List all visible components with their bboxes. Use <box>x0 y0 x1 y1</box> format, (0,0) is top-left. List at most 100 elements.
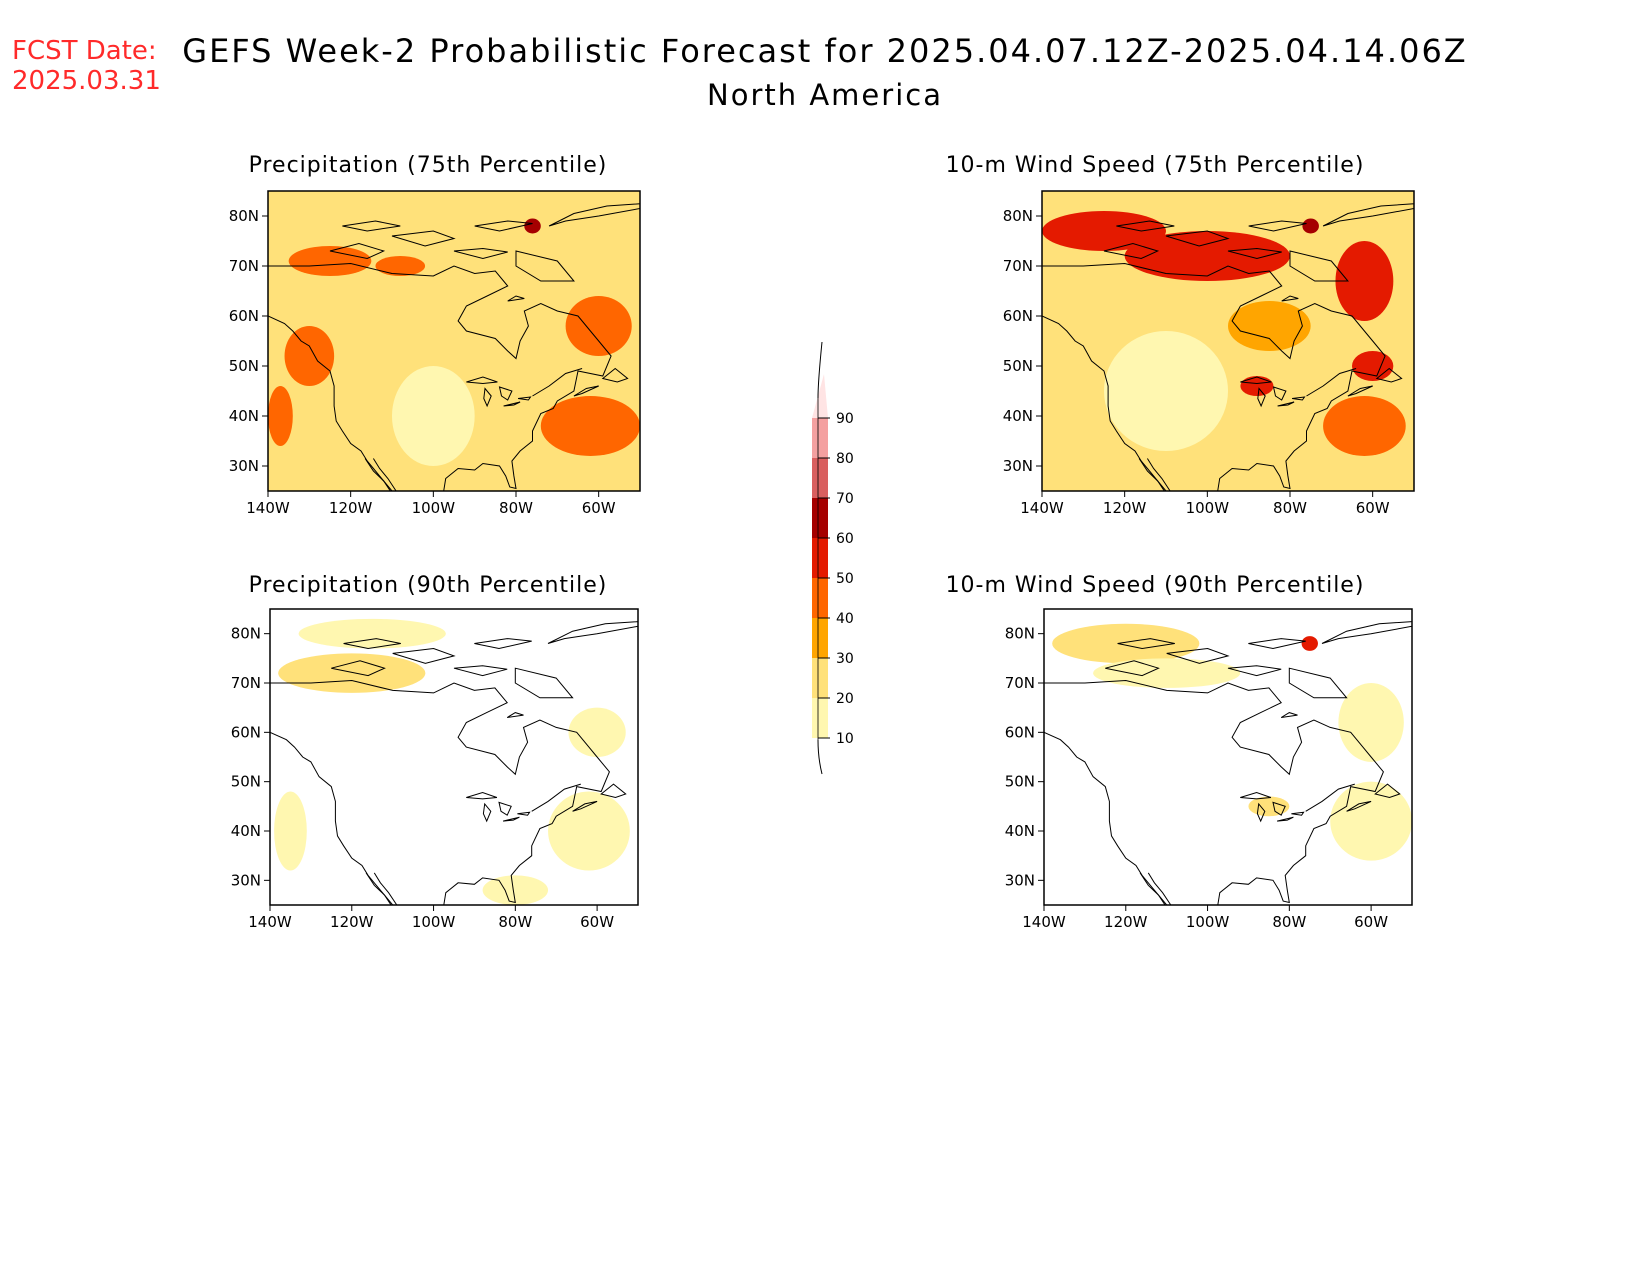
lat-label-precip90-4: 40N <box>231 822 261 840</box>
great-lake-precip75-2 <box>498 386 513 401</box>
page-subtitle: North America <box>707 78 943 112</box>
lat-label-wind75-3: 50N <box>1003 357 1033 375</box>
nova-scotia-precip90 <box>572 800 598 812</box>
arctic-island-wind90-4 <box>1288 667 1348 699</box>
baja-coast-wind90 <box>1139 872 1166 905</box>
prob-patch-precip90-3 <box>274 791 307 871</box>
colorbar-segment-90 <box>812 374 828 418</box>
lon-label-wind75-0: 140W <box>1020 499 1064 517</box>
arctic-island-wind90-1 <box>1166 647 1230 664</box>
hudson-island-wind90 <box>1280 712 1298 718</box>
newfoundland-wind90 <box>1374 783 1401 799</box>
great-lake-wind75-4 <box>1292 396 1306 401</box>
prob-patch-wind90-1 <box>1093 658 1241 688</box>
colorbar-segment-30 <box>812 618 828 658</box>
west-coastline-precip75 <box>268 315 393 491</box>
lon-label-wind75-1: 120W <box>1103 499 1147 517</box>
colorbar-label-60: 60 <box>836 531 854 547</box>
great-lake-precip90-0 <box>466 791 498 800</box>
arctic-island-wind75-0 <box>1103 242 1160 260</box>
arctic-island-wind75-5 <box>1116 220 1175 232</box>
prob-patch-precip75-4 <box>540 396 640 456</box>
colorbar-label-80: 80 <box>836 451 854 467</box>
baja-coast-precip75 <box>364 458 391 491</box>
arctic-island-wind75-3 <box>1248 220 1307 232</box>
arctic-island-precip75-2 <box>453 247 508 260</box>
colorbar-segment-20 <box>812 658 828 698</box>
st-lawrence-wind75 <box>1306 368 1357 397</box>
lat-label-wind90-2: 60N <box>1005 723 1035 741</box>
nova-scotia-precip75 <box>573 385 599 397</box>
prob-patch-precip75-3 <box>565 296 632 356</box>
fcst-date-value: 2025.03.31 <box>12 66 161 96</box>
great-lake-precip75-4 <box>518 396 532 401</box>
panel-title-wind90: 10-m Wind Speed (90th Percentile) <box>945 573 1365 598</box>
lon-label-precip75-4: 60W <box>582 499 616 517</box>
lon-label-wind90-0: 140W <box>1022 913 1066 931</box>
hudson-island-precip75 <box>507 295 525 302</box>
nova-scotia-wind75 <box>1347 385 1373 397</box>
lon-label-precip90-0: 140W <box>248 913 292 931</box>
arctic-island-wind75-4 <box>1289 250 1349 282</box>
great-lake-wind75-1 <box>1257 387 1266 408</box>
lat-label-wind90-5: 30N <box>1005 871 1035 889</box>
lon-label-wind75-3: 80W <box>1273 499 1307 517</box>
arctic-island-precip75-0 <box>329 242 386 260</box>
prob-patch-wind90-4 <box>1330 781 1412 861</box>
arctic-island-precip90-4 <box>514 667 574 699</box>
hudson-island-precip90 <box>506 712 524 718</box>
arctic-island-precip90-5 <box>343 638 401 650</box>
colorbar-label-30: 30 <box>836 651 854 667</box>
lat-label-wind75-4: 40N <box>1003 407 1033 425</box>
lat-label-precip75-2: 60N <box>229 307 259 325</box>
lat-label-wind75-5: 30N <box>1003 457 1033 475</box>
prob-patch-precip90-4 <box>568 707 626 757</box>
lon-label-precip75-3: 80W <box>499 499 533 517</box>
colorbar-label-70: 70 <box>836 491 854 507</box>
great-lake-precip90-2 <box>498 801 512 816</box>
gulf-california-coast-wind75 <box>1146 458 1171 491</box>
lat-label-wind90-0: 80N <box>1005 625 1035 643</box>
prob-patch-wind75-3 <box>1302 218 1319 234</box>
arctic-island-precip75-5 <box>342 220 401 232</box>
panel-title-precip90: Precipitation (90th Percentile) <box>248 573 608 598</box>
st-lawrence-wind90 <box>1305 783 1355 812</box>
lat-label-precip90-3: 50N <box>231 773 261 791</box>
great-lake-precip90-3 <box>502 816 520 822</box>
colorbar-tail <box>812 738 828 774</box>
arctic-island-precip75-4 <box>515 250 575 282</box>
colorbar-label-10: 10 <box>836 731 854 747</box>
st-lawrence-precip90 <box>531 783 581 812</box>
great-lake-precip75-1 <box>483 387 492 408</box>
arctic-island-precip75-3 <box>474 220 533 232</box>
colorbar-segment-80 <box>812 418 828 458</box>
lon-label-precip75-1: 120W <box>329 499 373 517</box>
nova-scotia-wind90 <box>1346 800 1372 812</box>
arctic-island-wind75-2 <box>1227 247 1282 260</box>
prob-patch-wind90-3 <box>1338 683 1404 762</box>
great-lake-wind90-0 <box>1240 791 1272 800</box>
great-lake-wind90-2 <box>1272 801 1286 816</box>
newfoundland-wind75 <box>1375 367 1403 383</box>
arctic-island-wind75-1 <box>1165 230 1230 247</box>
lat-label-precip90-5: 30N <box>231 871 261 889</box>
great-lake-wind90-1 <box>1256 802 1266 823</box>
great-lake-precip90-4 <box>517 811 531 816</box>
colorbar-label-40: 40 <box>836 611 854 627</box>
west-coastline-wind90 <box>1044 731 1168 905</box>
colorbar-tail-edge <box>817 739 823 775</box>
lon-label-precip90-3: 80W <box>498 913 532 931</box>
colorbar-segment-70 <box>812 458 828 498</box>
prob-patch-precip75-8 <box>284 326 335 386</box>
panel-title-wind75: 10-m Wind Speed (75th Percentile) <box>945 153 1365 178</box>
gulf-california-coast-wind90 <box>1147 872 1172 905</box>
colorbar-segment-10 <box>812 698 828 738</box>
great-lake-precip75-3 <box>503 401 521 407</box>
great-lake-wind75-0 <box>1240 376 1272 385</box>
lon-label-wind90-4: 60W <box>1354 913 1388 931</box>
arctic-island-wind90-3 <box>1248 638 1306 650</box>
arctic-island-wind90-2 <box>1227 665 1282 677</box>
gulf-california-coast-precip90 <box>373 872 398 905</box>
greenland-coast-precip75 <box>548 203 640 227</box>
